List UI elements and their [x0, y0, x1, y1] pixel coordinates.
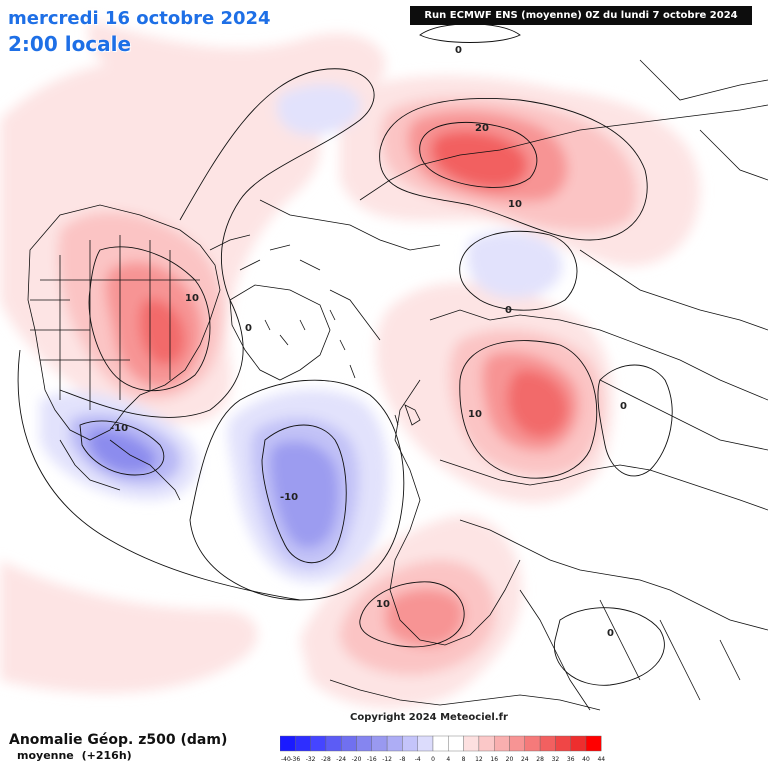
parameter-lead: (+216h)	[82, 749, 132, 762]
legend-tick-label: -36	[290, 756, 300, 763]
legend-swatch	[555, 736, 570, 751]
legend-swatch	[525, 736, 540, 751]
contour-label: 10	[376, 599, 390, 610]
contour-label: 10	[508, 199, 522, 210]
color-legend: -40 -36 -32 -28 -24 -20 -16 -12 -8 -4 0 4 8 12 16 20 24 2…	[280, 735, 620, 763]
legend-tick-label: 4	[446, 756, 450, 763]
legend-swatch	[448, 736, 463, 751]
legend-swatch	[295, 736, 310, 751]
legend-swatch	[326, 736, 341, 751]
contour-label: 0	[620, 401, 627, 412]
contour-label: 0	[505, 305, 512, 316]
forecast-time: 2:00 locale	[8, 32, 131, 56]
contour-0	[420, 24, 520, 43]
legend-swatch	[311, 736, 326, 751]
legend-swatch	[402, 736, 417, 751]
legend-swatch	[510, 736, 525, 751]
legend-swatch	[540, 736, 555, 751]
legend-swatch	[571, 736, 586, 751]
legend-swatch	[280, 736, 295, 751]
legend-swatch	[418, 736, 433, 751]
legend-tick-label: 12	[475, 756, 483, 763]
legend-tick-label: 16	[490, 756, 498, 763]
legend-tick-label: 36	[567, 756, 575, 763]
contour-label: 0	[455, 45, 462, 56]
legend-swatch	[357, 736, 372, 751]
legend-tick-label: 44	[597, 756, 605, 763]
legend-swatch	[464, 736, 479, 751]
legend-swatch	[372, 736, 387, 751]
run-info-banner: Run ECMWF ENS (moyenne) 0Z du lundi 7 oc…	[410, 6, 752, 25]
contour-label: -10	[280, 492, 298, 503]
legend-tick-label: 0	[431, 756, 435, 763]
legend-swatch	[494, 736, 509, 751]
parameter-mean: moyenne	[17, 749, 74, 762]
legend-swatch	[341, 736, 356, 751]
positive-anomaly-area	[0, 560, 257, 693]
contour-label: 20	[475, 123, 489, 134]
legend-tick-label: 32	[552, 756, 560, 763]
parameter-detail: moyenne (+216h)	[17, 749, 132, 762]
contour-label: 0	[607, 628, 614, 639]
contour-label: 0	[245, 323, 252, 334]
legend-tick-label: 28	[536, 756, 544, 763]
positive-anomaly-area	[385, 589, 464, 647]
legend-tick-label: -20	[352, 756, 362, 763]
legend-tick-label: 20	[506, 756, 514, 763]
contour-label: 10	[185, 293, 199, 304]
legend-tick-label: -16	[367, 756, 377, 763]
copyright: Copyright 2024 Meteociel.fr	[350, 712, 508, 723]
legend-tick-label: -32	[306, 756, 316, 763]
legend-tick-label: -24	[336, 756, 346, 763]
legend-tick-label: 24	[521, 756, 529, 763]
legend-swatch	[433, 736, 448, 751]
legend-swatch	[387, 736, 402, 751]
anomaly-shading	[0, 20, 700, 708]
contour-label: -10	[110, 423, 128, 434]
legend-tick-label: 8	[462, 756, 466, 763]
legend-tick-label: -12	[382, 756, 392, 763]
legend-tick-label: -4	[415, 756, 421, 763]
legend-tick-label: -28	[321, 756, 331, 763]
legend-swatch	[586, 736, 601, 751]
contour-label: 10	[468, 409, 482, 420]
anomaly-map: 0 20 10 0 10 0 10 0 10 -10 -10 0	[0, 0, 768, 768]
legend-swatch	[479, 736, 494, 751]
legend-tick-label: -8	[399, 756, 405, 763]
parameter-name: Anomalie Géop. z500 (dam)	[9, 732, 227, 748]
forecast-date: mercredi 16 octobre 2024	[8, 8, 271, 29]
legend-tick-label: 40	[582, 756, 590, 763]
